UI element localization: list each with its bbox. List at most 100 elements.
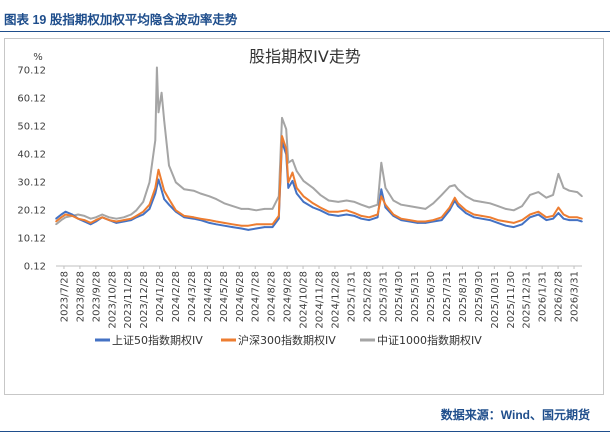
data-point bbox=[392, 213, 395, 216]
data-point bbox=[454, 196, 456, 199]
data-point bbox=[376, 203, 379, 206]
data-point bbox=[215, 220, 218, 223]
data-point bbox=[130, 217, 132, 220]
x-tick-label: 2025/10/31 bbox=[490, 271, 501, 329]
data-point bbox=[281, 135, 283, 137]
data-point bbox=[454, 184, 456, 186]
data-point bbox=[60, 219, 63, 221]
data-point bbox=[448, 206, 451, 209]
x-axis: 2023/7/28 2023/8/28 2023/9/28 2023/10/28 202… bbox=[59, 266, 581, 329]
data-point bbox=[168, 164, 170, 167]
data-point bbox=[231, 226, 234, 228]
x-tick-label: 2023/7/28 bbox=[59, 271, 70, 322]
data-point bbox=[77, 213, 79, 216]
data-point bbox=[95, 219, 97, 221]
data-point bbox=[537, 210, 540, 213]
data-point bbox=[89, 222, 92, 224]
x-tick-label: 2026/3/31 bbox=[570, 271, 581, 322]
x-tick-label: 2025/12/31 bbox=[522, 271, 533, 329]
data-point bbox=[376, 216, 379, 219]
y-tick-label: 0.12 bbox=[24, 262, 46, 273]
data-point bbox=[231, 205, 234, 207]
chart-legend: 上证50指数期权IV 沪深300指数期权IV 中证1000指数期权IV bbox=[95, 333, 482, 347]
data-point bbox=[457, 188, 459, 191]
data-point bbox=[278, 217, 280, 220]
data-point bbox=[115, 222, 118, 224]
data-point bbox=[263, 223, 266, 226]
data-point bbox=[192, 216, 195, 219]
data-point bbox=[473, 216, 475, 219]
data-point bbox=[287, 187, 290, 189]
data-point bbox=[376, 213, 379, 216]
data-point bbox=[60, 213, 63, 216]
x-tick-label: 2024/7/28 bbox=[251, 271, 262, 322]
data-point bbox=[440, 194, 443, 196]
data-point bbox=[192, 189, 195, 192]
data-point bbox=[64, 210, 67, 213]
data-point bbox=[480, 217, 483, 220]
y-tick-label: 40.12 bbox=[17, 150, 46, 161]
series-line-1 bbox=[55, 140, 583, 231]
data-point bbox=[576, 191, 579, 193]
data-point bbox=[353, 215, 356, 217]
x-tick-label: 2025/7/31 bbox=[442, 271, 453, 322]
data-point bbox=[183, 188, 185, 191]
data-point bbox=[368, 206, 371, 209]
legend-label: 中证1000指数期权IV bbox=[377, 333, 482, 347]
data-point bbox=[64, 213, 67, 216]
data-point bbox=[135, 215, 138, 217]
figure-caption: 图表 19 股指期权加权平均隐含波动率走势 bbox=[4, 13, 238, 27]
data-point bbox=[95, 216, 97, 219]
data-point bbox=[240, 208, 243, 210]
data-point bbox=[319, 206, 322, 209]
data-point bbox=[465, 195, 467, 198]
data-point bbox=[223, 202, 225, 205]
data-point bbox=[215, 198, 218, 200]
data-point bbox=[160, 91, 163, 94]
data-point bbox=[123, 219, 125, 221]
data-point bbox=[168, 198, 170, 200]
chart-frame bbox=[4, 38, 604, 395]
data-point bbox=[295, 192, 298, 195]
data-point bbox=[512, 209, 515, 212]
data-point bbox=[101, 216, 103, 219]
data-point bbox=[545, 216, 548, 219]
data-point bbox=[312, 202, 314, 205]
data-point bbox=[432, 219, 435, 221]
data-point bbox=[552, 215, 554, 217]
data-point bbox=[302, 195, 305, 198]
x-tick-label: 2023/9/28 bbox=[91, 271, 102, 322]
y-axis-unit-label: % bbox=[33, 52, 43, 63]
data-point bbox=[285, 128, 288, 130]
x-tick-label: 2024/9/28 bbox=[283, 271, 294, 322]
data-point bbox=[60, 216, 63, 219]
data-point bbox=[278, 215, 280, 217]
data-point bbox=[562, 217, 565, 220]
x-tick-label: 2023/8/28 bbox=[75, 271, 86, 322]
data-point bbox=[291, 171, 294, 174]
data-point bbox=[337, 215, 340, 217]
x-tick-label: 2024/11/28 bbox=[315, 271, 326, 329]
data-point bbox=[108, 219, 110, 221]
series-line-2 bbox=[55, 135, 583, 227]
data-point bbox=[247, 229, 250, 231]
series-lines bbox=[55, 66, 583, 231]
data-point bbox=[208, 219, 211, 221]
data-point bbox=[505, 208, 507, 210]
y-axis: 0.12 10.12 20.12 30.12 40.12 50.12 60.12 70.12 bbox=[17, 66, 46, 273]
data-point bbox=[537, 191, 540, 193]
data-point bbox=[115, 217, 118, 220]
data-point bbox=[353, 201, 356, 203]
data-point bbox=[281, 117, 283, 119]
data-point bbox=[247, 208, 250, 210]
data-point bbox=[291, 159, 294, 161]
data-point bbox=[384, 187, 387, 189]
data-point bbox=[156, 66, 158, 69]
data-point bbox=[345, 213, 348, 216]
data-point bbox=[163, 119, 165, 122]
data-point bbox=[285, 147, 288, 150]
data-point bbox=[123, 216, 125, 219]
data-point bbox=[416, 206, 419, 209]
data-point bbox=[208, 222, 211, 224]
data-point bbox=[89, 223, 92, 226]
